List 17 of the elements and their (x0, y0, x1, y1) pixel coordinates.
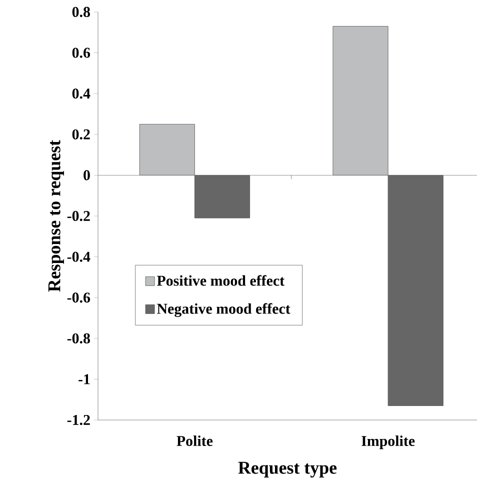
y-axis-title: Response to request (48, 140, 64, 292)
x-tick-label: Polite (176, 436, 213, 446)
legend-label: Positive mood effect (156, 275, 284, 286)
y-tick-label: -0.4 (67, 252, 90, 262)
y-tick-label: -0.6 (67, 292, 90, 303)
y-tick-label: -1 (78, 374, 90, 384)
y-tick-label: 0 (84, 170, 90, 180)
x-tick-label: Impolite (362, 436, 415, 450)
y-tick-label: -1.2 (67, 414, 90, 426)
y-tick-label: 0.2 (72, 129, 90, 140)
x-axis-title: Request type (238, 462, 337, 478)
y-tick-label: 0.4 (72, 88, 90, 99)
y-tick-label: -0.2 (67, 210, 90, 222)
y-tick-label: 0.8 (72, 6, 90, 18)
y-tick-label: 0.6 (72, 48, 90, 58)
legend-label: Negative mood effect (157, 303, 290, 317)
y-tick-label: -0.8 (67, 333, 90, 344)
